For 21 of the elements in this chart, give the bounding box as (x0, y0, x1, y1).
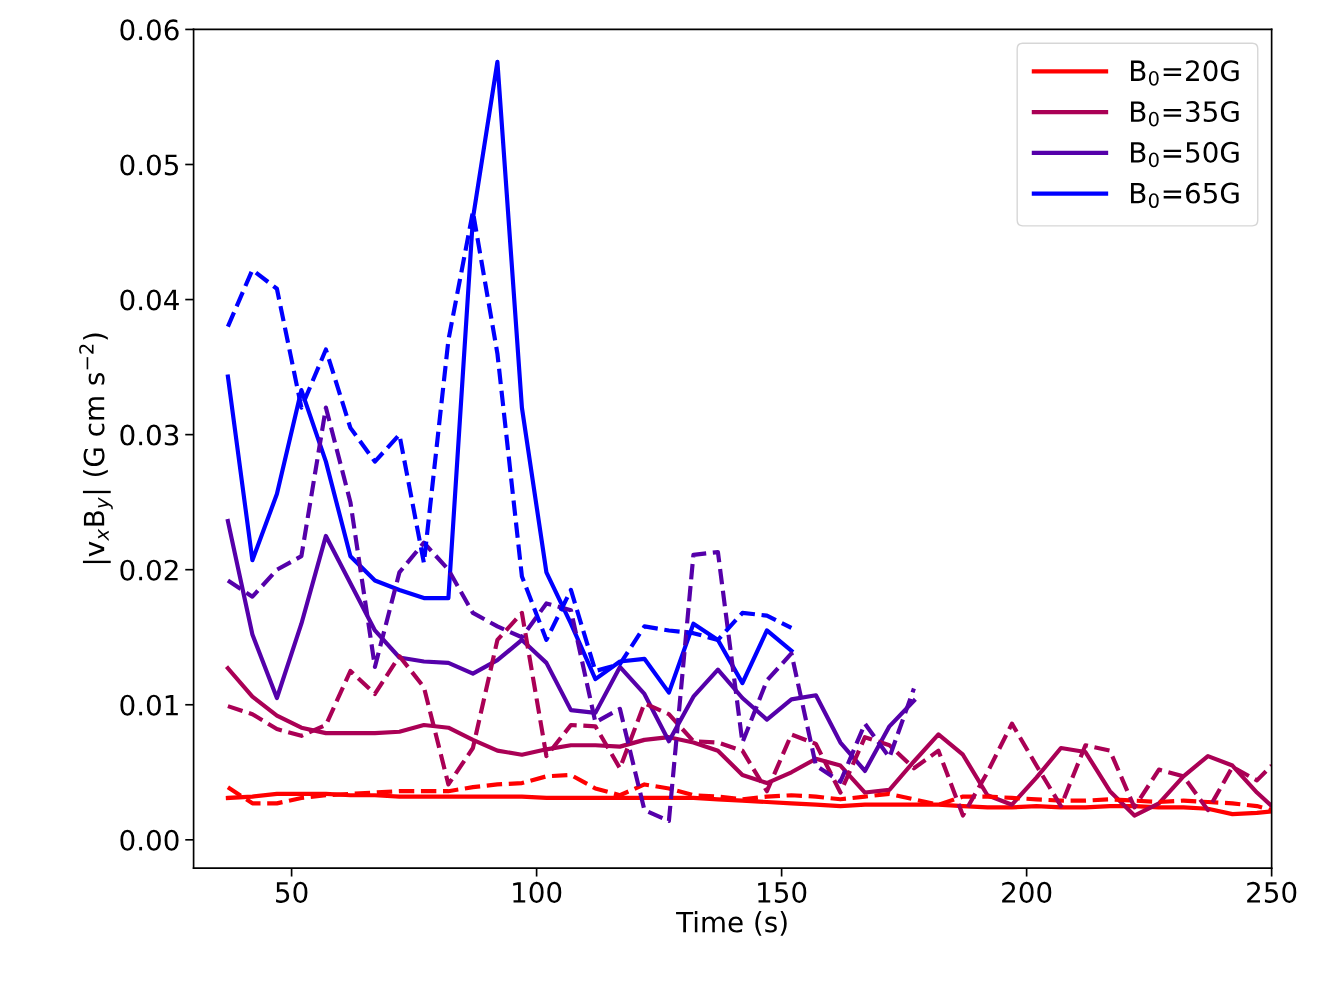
y-tick-label: 0.03 (120, 424, 179, 446)
legend-label: B$_{0}$=35G (1131, 101, 1239, 127)
y-axis-title: |v$_{x}$B$_{y}$| (G cm s$^{−2}$) (79, 333, 113, 564)
y-tick-label: 0.04 (120, 289, 179, 311)
legend-label: B$_{0}$=20G (1131, 60, 1239, 86)
x-tick-label: 200 (1002, 881, 1052, 903)
y-tick-label: 0.02 (120, 559, 178, 581)
x-axis-title: Time (s) (676, 911, 787, 936)
x-tick-label: 100 (513, 881, 562, 903)
legend-label: B$_{0}$=50G (1131, 141, 1239, 168)
x-tick-label: 250 (1247, 881, 1297, 903)
line-series (225, 405, 917, 823)
x-tick-label: 50 (276, 881, 308, 903)
y-tick-label: 0.01 (120, 694, 178, 716)
x-tick-label: 150 (758, 881, 807, 903)
line-series (225, 59, 794, 695)
y-tick-label: 0.05 (120, 154, 178, 176)
y-tick-label: 0.00 (120, 829, 179, 851)
y-tick-label: 0.06 (120, 19, 179, 41)
legend-label: B$_{0}$=65G (1131, 182, 1239, 209)
line-series (225, 610, 1272, 818)
